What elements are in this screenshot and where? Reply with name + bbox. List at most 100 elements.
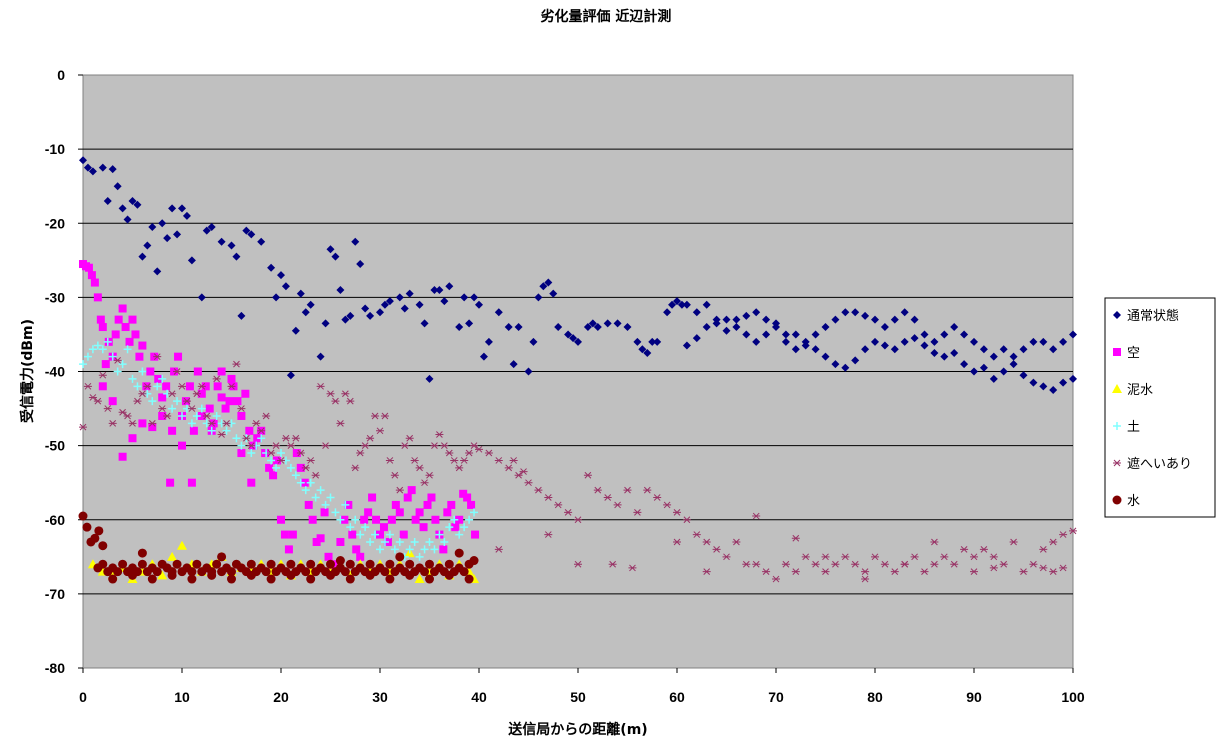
data-point (1039, 546, 1048, 553)
data-point (320, 508, 329, 517)
data-point (87, 271, 96, 280)
data-point (430, 285, 439, 294)
data-point (460, 293, 469, 302)
x-axis-label: 送信局からの距離(m) (507, 721, 647, 738)
data-point (593, 486, 602, 494)
data-point (801, 341, 810, 350)
x-tick-label: 50 (570, 689, 586, 705)
data-point (197, 293, 206, 302)
data-point (346, 311, 355, 320)
data-point (371, 530, 380, 539)
data-point (440, 442, 449, 449)
data-point (900, 308, 909, 317)
data-point (900, 337, 909, 346)
data-point (148, 397, 157, 406)
x-tick-label: 80 (867, 689, 883, 705)
data-point (138, 390, 147, 398)
data-point (930, 560, 939, 568)
data-point (821, 352, 830, 361)
data-point (108, 352, 117, 361)
data-point (391, 500, 400, 509)
data-point (331, 508, 340, 517)
data-point (851, 356, 860, 365)
data-point (197, 389, 206, 398)
data-point (128, 374, 137, 383)
data-point (296, 289, 305, 298)
data-point (861, 345, 870, 354)
data-point (272, 442, 281, 449)
data-point (930, 538, 939, 546)
data-point (345, 574, 355, 584)
data-point (98, 541, 108, 551)
data-point (265, 463, 274, 472)
data-point (459, 567, 469, 577)
data-point (762, 330, 771, 339)
data-point (296, 449, 305, 457)
data-point (90, 533, 100, 543)
data-point (221, 404, 230, 413)
data-point (326, 559, 335, 569)
data-point (178, 382, 186, 390)
legend-label: 通常状態 (1127, 308, 1179, 324)
data-point (147, 574, 157, 584)
data-point (326, 493, 335, 502)
data-point (153, 267, 162, 276)
data-point (153, 382, 162, 391)
data-point (187, 256, 196, 265)
data-point (979, 546, 988, 553)
data-point (237, 411, 246, 420)
data-point (390, 471, 399, 479)
data-point (420, 567, 430, 577)
data-point (277, 515, 285, 524)
data-point (831, 560, 840, 568)
data-point (128, 434, 137, 443)
data-point (549, 289, 558, 298)
data-point (494, 457, 503, 464)
data-point (157, 570, 168, 580)
data-point (692, 531, 701, 538)
data-point (281, 282, 290, 291)
data-point (643, 486, 652, 494)
data-point (118, 360, 127, 369)
data-point (296, 463, 305, 472)
data-point (1059, 564, 1068, 572)
data-point (172, 559, 182, 569)
data-point (529, 337, 538, 346)
data-point (138, 252, 147, 261)
data-point (366, 537, 375, 546)
data-point (247, 230, 256, 239)
data-point (376, 545, 384, 554)
data-point (702, 538, 711, 546)
data-point (118, 559, 128, 569)
data-point (940, 330, 949, 339)
y-tick-label: -80 (45, 660, 65, 676)
data-point (702, 300, 711, 309)
data-point (98, 559, 108, 569)
data-point (910, 553, 919, 561)
data-point (158, 411, 167, 420)
data-point (405, 434, 414, 442)
data-point (242, 434, 251, 442)
data-point (217, 431, 226, 438)
data-point (455, 464, 464, 472)
data-point (613, 319, 622, 328)
data-point (128, 420, 137, 427)
data-point (366, 311, 375, 320)
data-point (811, 330, 820, 339)
data-point (361, 442, 370, 449)
data-point (113, 367, 122, 376)
data-point (762, 315, 771, 324)
data-point (332, 560, 341, 569)
y-tick-label: 0 (57, 67, 65, 83)
data-point (98, 323, 107, 332)
data-point (324, 552, 333, 561)
data-point (890, 568, 899, 575)
data-point (247, 449, 256, 458)
data-point (351, 515, 360, 524)
data-point (732, 315, 741, 324)
data-point (960, 546, 969, 553)
data-point (267, 263, 276, 272)
data-point (420, 545, 429, 554)
data-point (722, 315, 731, 324)
